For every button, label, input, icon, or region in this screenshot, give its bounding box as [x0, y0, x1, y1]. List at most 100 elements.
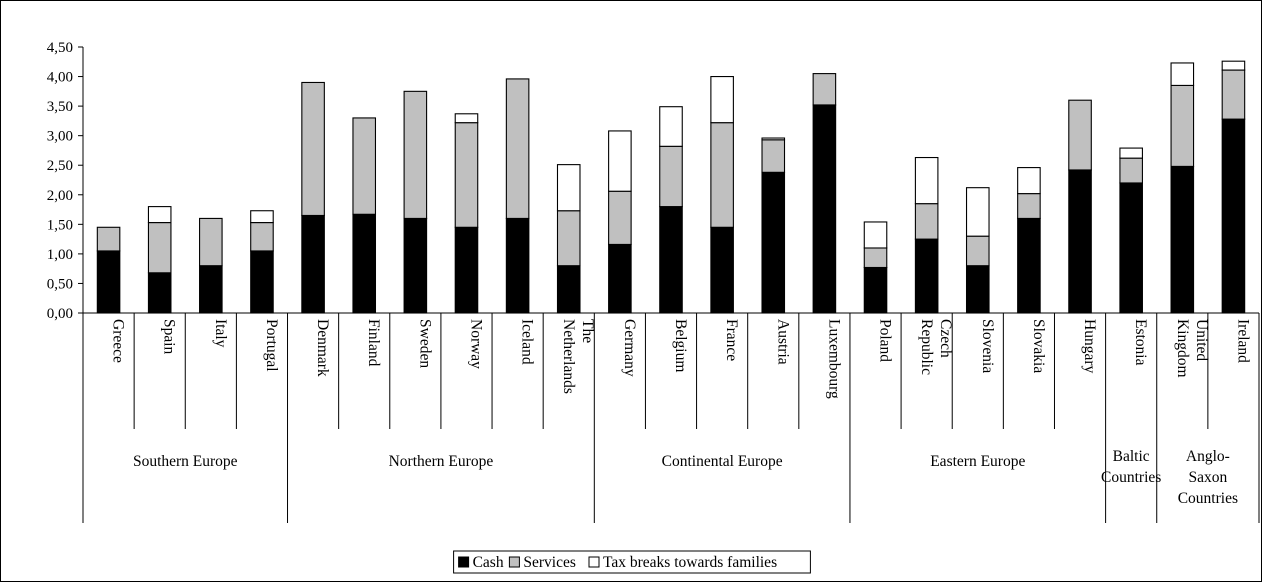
- legend-swatch-cash: [458, 556, 470, 568]
- group-label: Eastern Europe: [930, 453, 1025, 470]
- y-tick-label: 3,00: [47, 129, 73, 145]
- category-label: Hungary: [1081, 319, 1098, 373]
- category-label-line: Sweden: [416, 319, 433, 368]
- bar-segment-cash-9: [556, 265, 581, 314]
- category-label: Slovenia: [979, 319, 996, 373]
- category-label-line: Republic: [918, 319, 935, 375]
- bar-segment-tax-12: [710, 76, 734, 124]
- category-label-line: Estonia: [1132, 319, 1149, 366]
- bar-segment-tax-20: [1119, 147, 1143, 159]
- category-label-line: Germany: [621, 319, 638, 377]
- category-label-line: Greece: [110, 319, 127, 363]
- bar-segment-tax-18: [1017, 167, 1041, 195]
- category-label-line: Portugal: [263, 319, 280, 372]
- group-label: Countries: [1178, 490, 1238, 507]
- category-label-line: Ireland: [1234, 319, 1251, 363]
- bar-segment-cash-14: [812, 104, 837, 314]
- category-label: Finland: [365, 319, 382, 367]
- bar-segment-tax-7: [454, 113, 479, 124]
- category-label: Iceland: [519, 319, 536, 365]
- category-label: Portugal: [263, 319, 280, 372]
- category-label: Austria: [774, 319, 791, 365]
- bar-segment-cash-19: [1068, 169, 1092, 314]
- bar-segment-cash-20: [1119, 182, 1143, 314]
- category-label: CzechRepublic: [918, 319, 954, 375]
- bar-segment-services-6: [403, 90, 428, 219]
- category-label-line: Belgium: [672, 319, 689, 372]
- bar-segment-tax-9: [556, 164, 581, 212]
- y-tick-label: 4,00: [47, 70, 73, 86]
- bar-segment-tax-10: [608, 130, 632, 192]
- category-label-line: Poland: [877, 319, 894, 362]
- group-label: Anglo-: [1186, 448, 1230, 465]
- bar-segment-services-7: [454, 122, 479, 228]
- bar-segment-cash-12: [710, 226, 734, 314]
- legend-label: Cash: [473, 554, 504, 571]
- y-tick-label: 0,50: [47, 276, 73, 292]
- bar-segment-cash-6: [403, 217, 428, 314]
- bar-segment-cash-17: [965, 265, 990, 314]
- bar-segment-services-20: [1119, 157, 1143, 184]
- category-label-line: United: [1193, 319, 1210, 361]
- group-label: Northern Europe: [389, 453, 494, 470]
- category-label-line: Denmark: [314, 319, 331, 377]
- legend-swatch-tax: [588, 556, 600, 568]
- y-tick-label: 4,50: [47, 40, 73, 56]
- bar-segment-cash-18: [1017, 217, 1041, 314]
- y-tick-label: 3,50: [47, 99, 73, 115]
- bar-segment-services-2: [199, 217, 223, 267]
- bar-segment-tax-22: [1221, 60, 1246, 71]
- bar-segment-services-19: [1068, 99, 1092, 171]
- bar-segment-services-9: [556, 210, 581, 267]
- category-label-line: Finland: [365, 319, 382, 367]
- category-label-line: Netherlands: [560, 319, 577, 394]
- bar-segment-services-4: [301, 81, 325, 217]
- bar-segment-cash-3: [250, 250, 274, 314]
- bar-segment-cash-0: [96, 250, 121, 314]
- category-label: Norway: [467, 319, 484, 369]
- bar-segment-services-12: [710, 122, 734, 228]
- category-label: Italy: [212, 319, 229, 348]
- bar-segment-tax-17: [965, 187, 990, 237]
- legend-label: Services: [523, 554, 576, 571]
- bar-segment-tax-13: [761, 137, 786, 141]
- category-label-line: Kingdom: [1174, 319, 1191, 378]
- category-label: TheNetherlands: [560, 319, 596, 394]
- bar-segment-services-16: [914, 203, 939, 240]
- bar-segment-cash-10: [608, 243, 632, 314]
- category-label: Sweden: [416, 319, 433, 368]
- category-label: Spain: [161, 319, 178, 355]
- category-label-line: Czech: [937, 319, 954, 358]
- category-label-line: Norway: [467, 319, 484, 369]
- category-label-line: Iceland: [519, 319, 536, 365]
- bar-segment-cash-22: [1221, 118, 1246, 314]
- bar-segment-services-1: [147, 222, 172, 274]
- category-label-line: Luxembourg: [825, 319, 842, 399]
- y-tick-label: 2,50: [47, 158, 73, 174]
- legend-swatch-services: [508, 556, 520, 568]
- category-label-line: The: [579, 319, 596, 343]
- bar-segment-services-17: [965, 235, 990, 267]
- bar-segment-tax-1: [147, 206, 172, 224]
- category-label: France: [723, 319, 740, 361]
- y-tick-label: 1,00: [47, 247, 73, 263]
- category-label-line: Italy: [212, 319, 229, 348]
- y-tick-label: 2,00: [47, 188, 73, 204]
- bar-segment-services-21: [1170, 84, 1195, 167]
- category-label: Germany: [621, 319, 638, 377]
- category-label: Greece: [110, 319, 127, 363]
- bar-segment-services-10: [608, 190, 632, 245]
- bar-segment-services-11: [659, 145, 683, 208]
- category-label: Ireland: [1234, 319, 1251, 363]
- bar-segment-cash-1: [147, 272, 172, 314]
- bar-segment-cash-7: [454, 226, 479, 314]
- bar-segment-tax-3: [250, 210, 274, 224]
- group-label: Saxon: [1188, 469, 1227, 486]
- bar-segment-tax-11: [659, 106, 683, 147]
- bar-segment-services-0: [96, 226, 121, 252]
- bar-segment-services-15: [863, 247, 888, 269]
- bar-segment-cash-13: [761, 171, 786, 314]
- bar-segment-services-22: [1221, 69, 1246, 120]
- category-label: UnitedKingdom: [1174, 319, 1210, 378]
